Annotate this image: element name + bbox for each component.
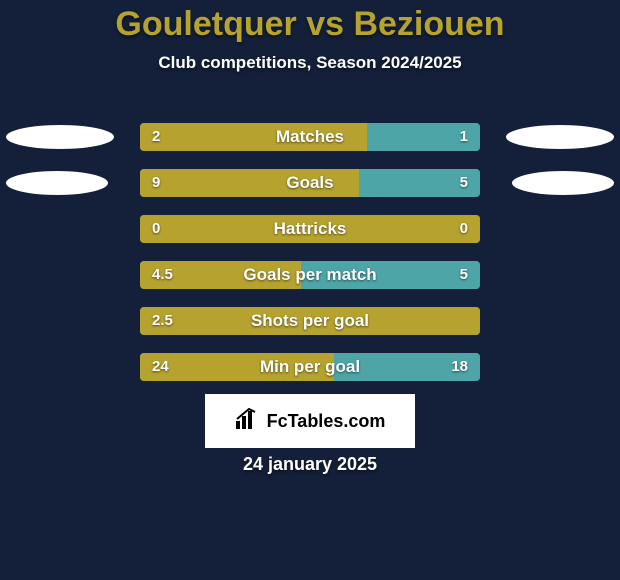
- bar-left: [140, 353, 334, 381]
- stat-row: Goals per match4.55: [0, 252, 620, 298]
- bar-right: [334, 353, 480, 381]
- bar-track: [140, 307, 480, 335]
- stat-rows: Matches21Goals95Hattricks00Goals per mat…: [0, 114, 620, 390]
- bar-left: [140, 123, 367, 151]
- bar-left: [140, 169, 359, 197]
- stat-row: Shots per goal2.5: [0, 298, 620, 344]
- left-player-badge: [6, 125, 114, 149]
- stat-row: Hattricks00: [0, 206, 620, 252]
- bar-track: [140, 215, 480, 243]
- page-title: Gouletquer vs Beziouen: [0, 0, 620, 43]
- date-label: 24 january 2025: [0, 454, 620, 475]
- bar-track: [140, 261, 480, 289]
- right-player-badge: [506, 125, 614, 149]
- bar-track: [140, 353, 480, 381]
- bar-right: [301, 261, 480, 289]
- bar-right: [359, 169, 480, 197]
- comparison-infographic: Gouletquer vs Beziouen Club competitions…: [0, 0, 620, 580]
- bar-track: [140, 123, 480, 151]
- left-player-badge: [6, 171, 108, 195]
- stat-row: Goals95: [0, 160, 620, 206]
- stat-row: Matches21: [0, 114, 620, 160]
- bar-track: [140, 169, 480, 197]
- logo-text: FcTables.com: [267, 411, 386, 432]
- bar-left: [140, 307, 480, 335]
- chart-icon: [235, 408, 261, 435]
- fctables-logo: FcTables.com: [205, 394, 415, 448]
- bar-left: [140, 215, 480, 243]
- right-player-badge: [512, 171, 614, 195]
- bar-right: [367, 123, 480, 151]
- bar-left: [140, 261, 301, 289]
- stat-row: Min per goal2418: [0, 344, 620, 390]
- subtitle: Club competitions, Season 2024/2025: [0, 53, 620, 73]
